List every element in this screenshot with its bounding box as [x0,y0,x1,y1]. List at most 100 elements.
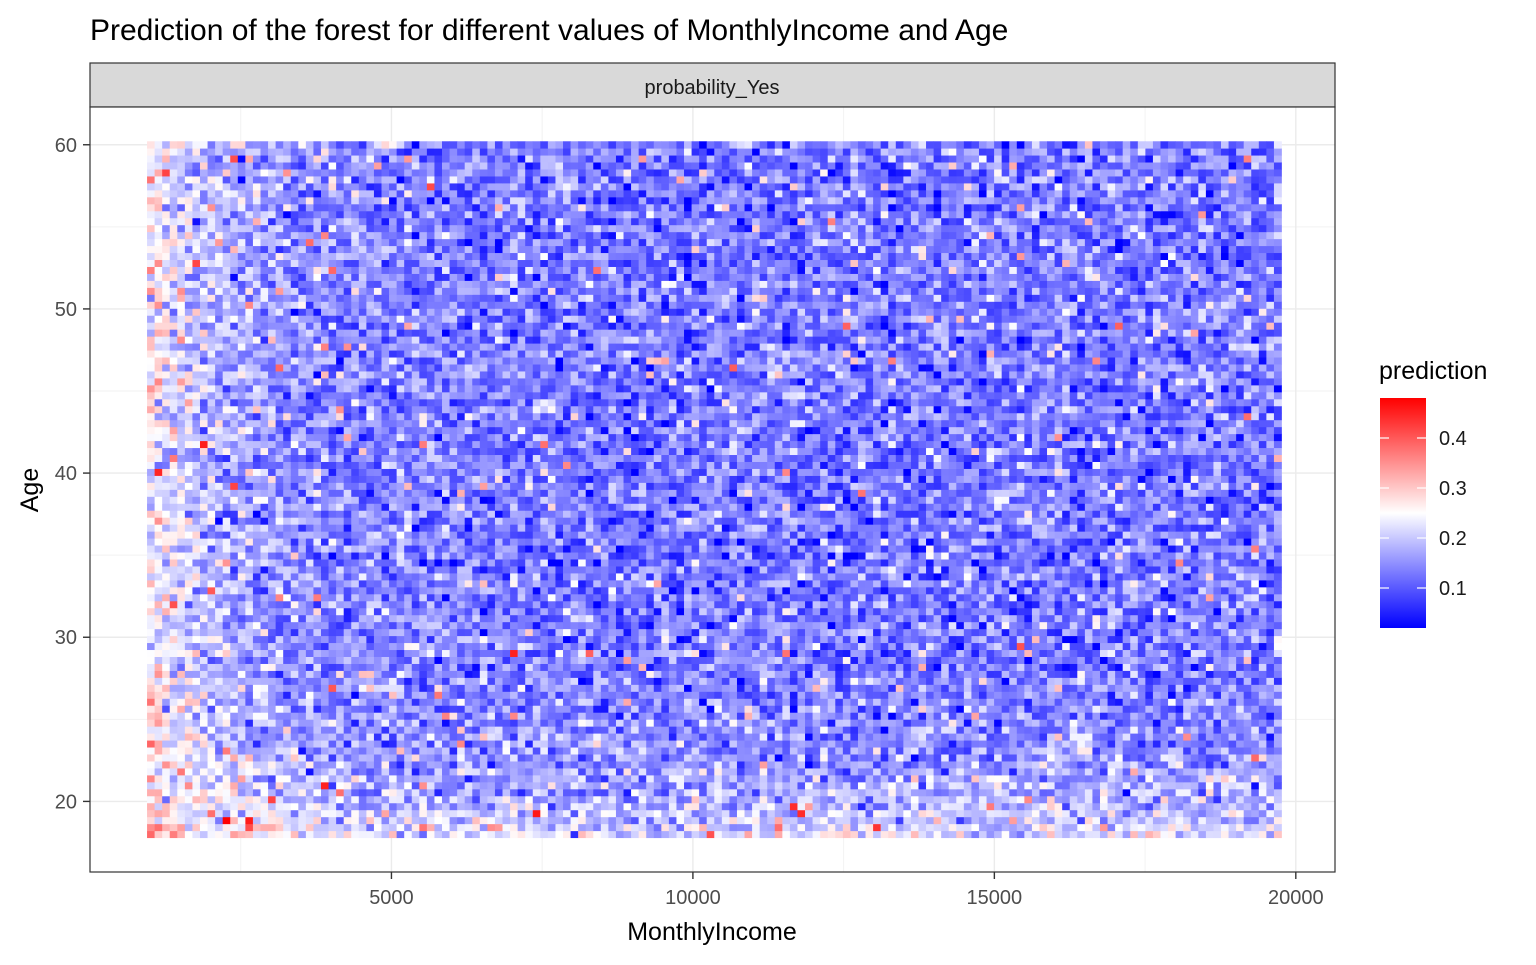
heatmap-cell [684,698,692,705]
heatmap-cell [382,691,390,698]
heatmap-cell [820,629,828,636]
heatmap-cell [669,629,677,636]
heatmap-cell [503,810,511,817]
heatmap-cell [1115,650,1123,657]
heatmap-cell [397,782,405,789]
heatmap-cell [714,817,722,824]
heatmap-cell [465,747,473,754]
heatmap-cell [752,657,760,664]
heatmap-cell [1009,712,1017,719]
heatmap-cell [631,796,639,803]
heatmap-cell [427,622,435,629]
heatmap-cell [298,810,306,817]
heatmap-cell [676,761,684,768]
heatmap-cell [155,685,163,692]
heatmap-cell [586,712,594,719]
heatmap-cell [200,719,208,726]
heatmap-cell [503,685,511,692]
heatmap-cell [873,740,881,747]
heatmap-cell [1251,817,1259,824]
heatmap-cell [934,817,942,824]
heatmap-cell [1168,733,1176,740]
heatmap-cell [987,622,995,629]
heatmap-cell [192,685,200,692]
heatmap-cell [215,754,223,761]
heatmap-cell [918,691,926,698]
heatmap-cell [661,761,669,768]
heatmap-cell [639,608,647,615]
heatmap-cell [926,685,934,692]
heatmap-cell [313,817,321,824]
heatmap-cell [215,782,223,789]
heatmap-cell [1274,636,1282,643]
heatmap-cell [586,747,594,754]
heatmap-cell [722,643,730,650]
heatmap-cell [1221,657,1229,664]
heatmap-cell [692,608,700,615]
heatmap-cell [1138,657,1146,664]
heatmap-cell [1198,754,1206,761]
heatmap-cell [684,657,692,664]
heatmap-cell [185,824,193,831]
heatmap-cell [903,733,911,740]
heatmap-cell [949,643,957,650]
heatmap-cell [147,740,155,747]
heatmap-cell [427,810,435,817]
heatmap-cell [593,775,601,782]
heatmap-cell [177,664,185,671]
heatmap-cell [389,691,397,698]
heatmap-cell [450,698,458,705]
heatmap-cell [994,691,1002,698]
heatmap-cell [1161,698,1169,705]
heatmap-cell [1123,831,1131,838]
heatmap-cell [238,824,246,831]
heatmap-cell [321,608,329,615]
heatmap-cell [321,636,329,643]
heatmap-cell [692,803,700,810]
heatmap-cell [1092,817,1100,824]
heatmap-cell [298,698,306,705]
heatmap-cell [283,685,291,692]
heatmap-cell [427,803,435,810]
heatmap-cell [586,754,594,761]
heatmap-cell [351,691,359,698]
heatmap-cell [684,831,692,838]
heatmap-cell [813,761,821,768]
heatmap-cell [896,803,904,810]
heatmap-cell [170,608,178,615]
heatmap-cell [820,636,828,643]
heatmap-cell [631,817,639,824]
heatmap-cell [775,698,783,705]
heatmap-cell [881,754,889,761]
heatmap-cell [510,712,518,719]
heatmap-cell [820,810,828,817]
heatmap-cell [608,810,616,817]
heatmap-cell [767,643,775,650]
heatmap-cell [790,754,798,761]
heatmap-cell [374,824,382,831]
heatmap-cell [245,622,253,629]
heatmap-cell [563,629,571,636]
heatmap-cell [336,705,344,712]
heatmap-cell [722,733,730,740]
heatmap-cell [1183,810,1191,817]
heatmap-cell [858,705,866,712]
heatmap-cell [1206,726,1214,733]
heatmap-cell [230,650,238,657]
heatmap-cell [450,691,458,698]
heatmap-cell [533,691,541,698]
heatmap-cell [692,824,700,831]
heatmap-cell [775,747,783,754]
heatmap-cell [336,698,344,705]
heatmap-cell [563,643,571,650]
heatmap-cell [276,698,284,705]
heatmap-cell [1070,615,1078,622]
heatmap-cell [419,740,427,747]
heatmap-cell [261,615,269,622]
heatmap-cell [1138,608,1146,615]
heatmap-cell [344,824,352,831]
heatmap-cell [828,608,836,615]
heatmap-cell [722,691,730,698]
heatmap-cell [1017,691,1025,698]
heatmap-cell [578,754,586,761]
